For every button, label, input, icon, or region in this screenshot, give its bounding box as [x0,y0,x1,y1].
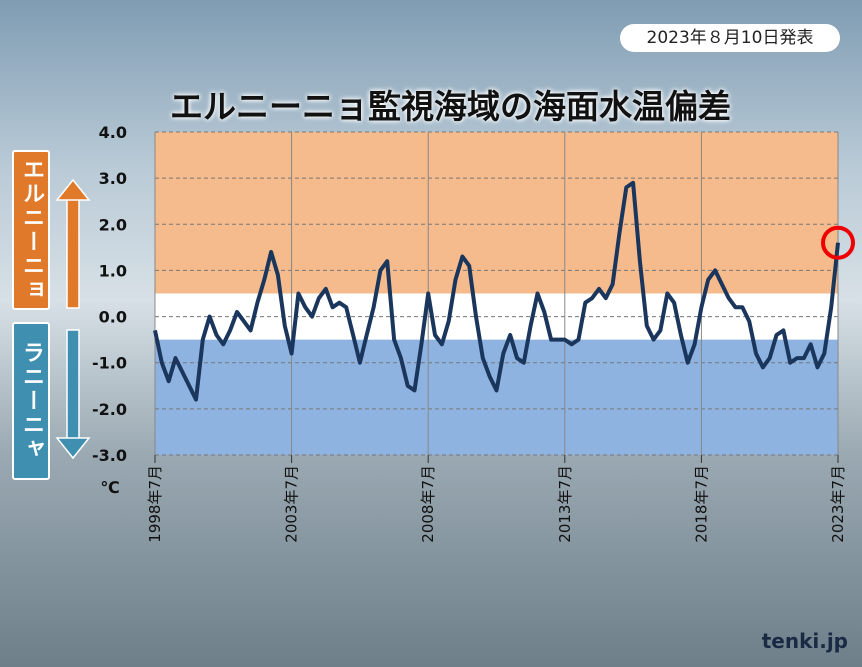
x-tick-label: 2003年7月 [283,465,301,543]
series-line [153,180,840,402]
x-tick-label: 2018年7月 [692,465,710,543]
latest-marker [821,225,855,260]
y-tick-label: -1.0 [92,354,127,373]
y-tick-label: 1.0 [99,261,127,280]
x-tick-label: 1998年7月 [146,465,164,543]
y-tick-label: 4.0 [99,123,127,142]
chart-title: エルニーニョ監視海域の海面水温偏差 [170,87,731,126]
y-unit: ℃ [100,478,119,497]
logo: tenki.jp [761,629,848,653]
y-tick-label: 0.0 [99,308,127,327]
date-label: 2023年８月10日発表 [620,24,840,52]
la-nina-label: ラニーニャ [12,322,50,480]
x-tick-label: 2008年7月 [419,465,437,543]
x-tick-label: 2013年7月 [556,465,574,543]
x-tick-label: 2023年7月 [829,465,847,543]
arrows [55,178,91,460]
y-tick-label: 2.0 [99,215,127,234]
band [155,132,838,294]
y-tick-label: -3.0 [92,446,127,465]
el-nino-label: エルニーニョ [12,150,50,310]
y-tick-label: 3.0 [99,169,127,188]
y-tick-label: -2.0 [92,400,127,419]
band [155,339,838,455]
